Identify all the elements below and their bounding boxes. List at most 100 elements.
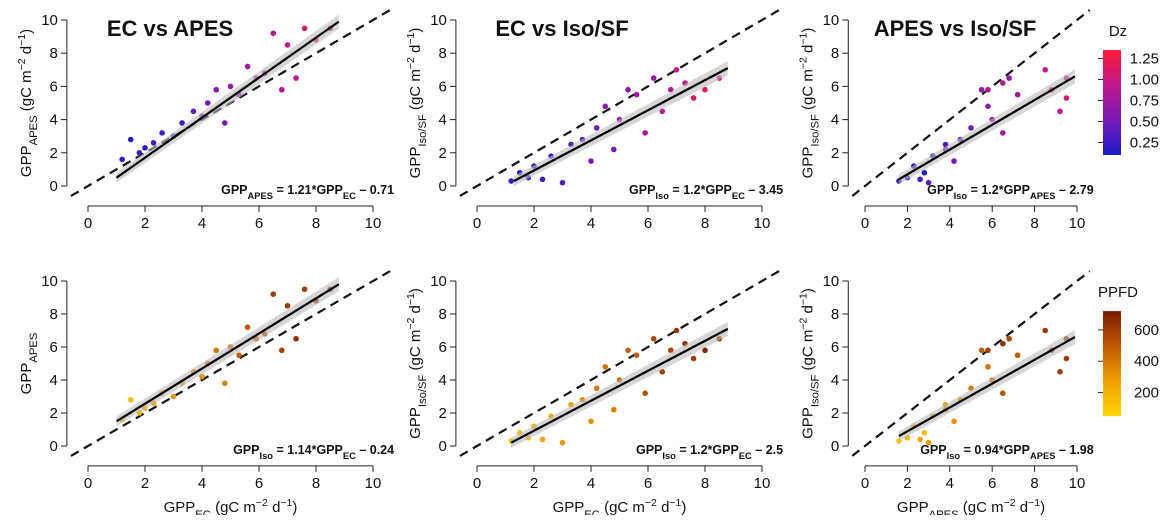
- x-tick-label: 0: [84, 215, 92, 232]
- x-tick-label: 4: [946, 475, 954, 492]
- y-tick-label: 6: [831, 78, 839, 95]
- label-part: Iso: [655, 191, 669, 201]
- y-axis-label: GPPIso/SF (gC m−2 d−1): [405, 28, 429, 179]
- point: [978, 86, 985, 93]
- label-part: Iso/SF: [417, 375, 429, 408]
- y-axis-label: GPPIso/SF (gC m−2 d−1): [797, 28, 821, 179]
- y-tick-label: 6: [439, 78, 447, 95]
- x-tick-label: 2: [141, 475, 149, 492]
- point: [690, 355, 697, 362]
- point: [650, 335, 657, 342]
- label-part: – 1.98: [1055, 443, 1093, 457]
- label-part: d: [1016, 499, 1029, 515]
- point: [593, 385, 600, 392]
- y-tick-label: 0: [50, 438, 58, 455]
- point: [702, 86, 708, 93]
- point: [204, 100, 211, 106]
- point: [127, 136, 134, 143]
- y-tick-label: 10: [823, 12, 840, 29]
- label-part: −1: [16, 34, 28, 46]
- point: [559, 439, 566, 446]
- fit-line: [115, 20, 340, 179]
- x-tick-label: 0: [473, 215, 481, 232]
- x-tick-label: 8: [701, 215, 709, 232]
- equation: GPPIso = 1.2*GPPEC – 3.45: [629, 183, 783, 201]
- x-tick-label: 4: [587, 475, 595, 492]
- point: [925, 179, 932, 186]
- point: [1057, 368, 1063, 375]
- x-tick-label: 10: [754, 475, 771, 492]
- label-part: EC: [195, 509, 211, 515]
- y-tick-label: 0: [439, 178, 447, 195]
- y-tick-label: 6: [439, 339, 447, 356]
- x-tick-label: 8: [701, 475, 709, 492]
- label-part: ): [407, 288, 424, 293]
- colorbar-tick-label: 1.25: [1130, 50, 1159, 67]
- label-part: Iso/SF: [809, 375, 821, 408]
- point: [1000, 390, 1006, 397]
- x-tick-label: 10: [365, 215, 382, 232]
- label-part: −1: [1028, 497, 1040, 509]
- label-part: ): [407, 28, 424, 33]
- point: [222, 380, 228, 387]
- label-part: −1: [280, 497, 292, 509]
- point: [593, 125, 600, 131]
- point: [1014, 352, 1021, 359]
- x-tick-label: 10: [754, 215, 771, 232]
- point: [673, 67, 680, 73]
- x-tick-label: 6: [988, 475, 996, 492]
- y-tick-label: 6: [50, 339, 58, 356]
- x-tick-label: 0: [473, 475, 481, 492]
- point: [968, 125, 974, 131]
- label-part: Iso: [259, 451, 273, 461]
- label-part: d: [799, 305, 816, 318]
- label-part: −1: [797, 33, 809, 45]
- point: [170, 393, 177, 400]
- y-tick-label: 0: [831, 438, 839, 455]
- label-part: d: [407, 305, 424, 318]
- equation: GPPIso = 1.14*GPPEC – 0.24: [233, 443, 394, 461]
- equation: GPPAPES = 1.21*GPPEC – 0.71: [221, 183, 394, 201]
- label-part: GPP: [799, 407, 816, 439]
- point: [951, 158, 957, 164]
- point: [539, 176, 546, 183]
- point: [925, 439, 932, 446]
- label-part: Iso/SF: [809, 114, 821, 147]
- label-part: ): [799, 28, 816, 33]
- point: [222, 120, 228, 126]
- colorbar-title: Dz: [1109, 23, 1127, 40]
- point: [1057, 108, 1063, 115]
- point: [1000, 130, 1006, 136]
- point: [1042, 327, 1048, 334]
- label-part: −2: [645, 497, 657, 509]
- label-part: – 0.71: [356, 183, 394, 197]
- label-part: = 1.2*GPP: [967, 183, 1030, 197]
- label-part: −1: [669, 497, 681, 509]
- label-part: GPP: [18, 363, 35, 395]
- point: [690, 95, 697, 101]
- point: [985, 364, 991, 370]
- equation: GPPIso = 0.94*GPPAPES – 1.98: [920, 443, 1094, 461]
- label-part: Iso: [954, 191, 968, 201]
- point: [625, 86, 631, 93]
- point: [508, 178, 514, 184]
- y-tick-label: 2: [831, 145, 839, 162]
- colorbar-tick-label: 400: [1134, 353, 1159, 370]
- point: [142, 145, 148, 151]
- x-tick-label: 2: [903, 475, 911, 492]
- label-part: – 2.5: [752, 443, 783, 457]
- x-tick-label: 2: [903, 215, 911, 232]
- colorbar-tick-label: 600: [1134, 322, 1159, 339]
- point: [951, 418, 957, 425]
- point: [199, 373, 205, 380]
- equation: GPPIso = 1.2*GPPAPES – 2.79: [927, 183, 1094, 201]
- point: [539, 436, 546, 443]
- y-axis-label: GPPAPES (gC m−2 d−1): [16, 29, 40, 177]
- y-tick-label: 2: [831, 405, 839, 422]
- label-part: GPP: [629, 183, 655, 197]
- point: [921, 430, 928, 436]
- label-part: d: [407, 45, 424, 58]
- label-part: GPP: [407, 147, 424, 179]
- label-part: −2: [256, 497, 268, 509]
